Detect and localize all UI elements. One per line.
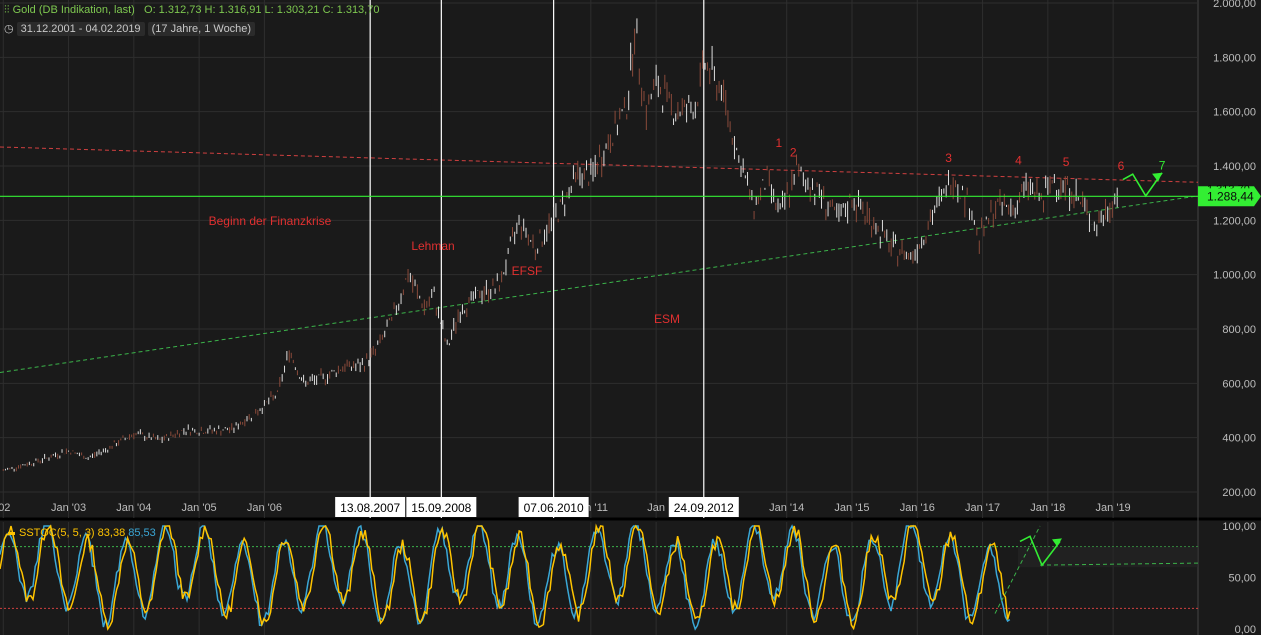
indicator-name[interactable]: SSTOC(5, 5, 3) bbox=[19, 527, 95, 539]
y-tick-label: 1.200,00 bbox=[1213, 215, 1256, 227]
pivot-label: 7 bbox=[1159, 159, 1166, 173]
projection-path bbox=[1122, 172, 1163, 198]
event-date-box bbox=[406, 497, 477, 517]
event-date-label: 24.09.2012 bbox=[674, 501, 734, 515]
ohlc-readout: O: 1.312,73 H: 1.316,91 L: 1.303,21 C: 1… bbox=[144, 4, 380, 16]
x-tick-label: Jan '16 bbox=[900, 502, 935, 514]
indicator-value-slow: 85,53 bbox=[128, 527, 156, 539]
date-range[interactable]: 31.12.2001 - 04.02.2019 bbox=[16, 22, 145, 36]
stoch-fast-line bbox=[0, 523, 1011, 631]
event-date-label: 13.08.2007 bbox=[340, 501, 400, 515]
indicator-y-tick-label: 100,00 bbox=[1222, 521, 1256, 533]
y-tick-label: 1.800,00 bbox=[1213, 52, 1256, 64]
projection-arrowhead bbox=[1152, 172, 1163, 182]
current-price-box bbox=[1199, 188, 1255, 205]
support-trendline bbox=[0, 195, 1199, 373]
resistance-trendline bbox=[0, 146, 1199, 183]
chart-header: ⫶⫶ Gold (DB Indikation, last) O: 1.312,7… bbox=[4, 4, 379, 17]
x-tick-label: Jan '15 bbox=[834, 502, 869, 514]
event-date-box bbox=[335, 497, 406, 517]
y-tick-label: 1.400,00 bbox=[1213, 161, 1256, 173]
price-bars bbox=[2, 18, 1118, 472]
indicator-panel bbox=[0, 520, 1261, 635]
indicator-arrowhead bbox=[1052, 538, 1062, 547]
x-tick-label: Jan '19 bbox=[1096, 502, 1131, 514]
event-date-label: 07.06.2010 bbox=[524, 501, 584, 515]
current-price-label: 1.288,44 bbox=[1207, 189, 1254, 203]
event-date-box bbox=[668, 497, 739, 517]
x-tick-label: Jan '14 bbox=[769, 502, 804, 514]
pivot-label: 3 bbox=[945, 151, 952, 165]
x-tick-label: Jan '18 bbox=[1030, 502, 1065, 514]
pivot-label: 5 bbox=[1063, 155, 1070, 169]
x-tick-label: Jan '04 bbox=[116, 502, 151, 514]
event-date-label: 15.09.2008 bbox=[411, 501, 471, 515]
x-tick-label: '02 bbox=[0, 502, 10, 514]
y-tick-label: 200,00 bbox=[1222, 487, 1256, 499]
pivot-label: 1 bbox=[776, 136, 783, 150]
y-tick-label: 600,00 bbox=[1222, 378, 1256, 390]
period-span: (17 Jahre, 1 Woche) bbox=[147, 22, 256, 36]
indicator-value-fast: 83,38 bbox=[97, 527, 126, 539]
event-annotation: Beginn der Finanzkrise bbox=[209, 214, 332, 228]
y-tick-label: 400,00 bbox=[1222, 433, 1256, 445]
stoch-slow-line bbox=[0, 524, 1011, 631]
clock-icon: ◷ bbox=[4, 23, 14, 35]
event-date-box bbox=[518, 497, 589, 517]
price-panel bbox=[0, 0, 1261, 518]
event-annotation: Lehman bbox=[411, 239, 454, 253]
indicator-y-tick-label: 50,00 bbox=[1228, 573, 1256, 585]
y-tick-label: 2.000,00 bbox=[1213, 0, 1256, 10]
indicator-support-line bbox=[1039, 562, 1199, 566]
pivot-label: 4 bbox=[1015, 154, 1022, 168]
pivot-label: 2 bbox=[790, 145, 797, 159]
instrument-name[interactable]: Gold (DB Indikation, last) bbox=[12, 4, 135, 16]
y-tick-label: 1.000,00 bbox=[1213, 270, 1256, 282]
chart-type-icon[interactable]: ⫶⫶ bbox=[4, 4, 10, 16]
x-tick-label: Jan '05 bbox=[182, 502, 217, 514]
chart-period: ◷ 31.12.2001 - 04.02.2019 (17 Jahre, 1 W… bbox=[4, 22, 256, 36]
indicator-trendline bbox=[994, 525, 1041, 614]
y-tick-label: 1.600,00 bbox=[1213, 107, 1256, 119]
y-tick-label: 800,00 bbox=[1222, 324, 1256, 336]
pivot-label: 6 bbox=[1118, 159, 1125, 173]
indicator-legend: SSTOC(5, 5, 3) 83,38 85,53 bbox=[8, 527, 156, 539]
indicator-shade bbox=[1018, 546, 1198, 568]
x-tick-label: Jan '17 bbox=[965, 502, 1000, 514]
x-tick-label: Jan bbox=[647, 502, 665, 514]
indicator-y-tick-label: 0,00 bbox=[1235, 624, 1256, 635]
indicator-swatch bbox=[8, 531, 15, 535]
event-annotation: ESM bbox=[654, 312, 680, 326]
indicator-projection bbox=[1019, 535, 1061, 567]
event-annotation: EFSF bbox=[512, 264, 543, 278]
x-tick-label: Jan '03 bbox=[51, 502, 86, 514]
x-tick-label: Jan '06 bbox=[247, 502, 282, 514]
